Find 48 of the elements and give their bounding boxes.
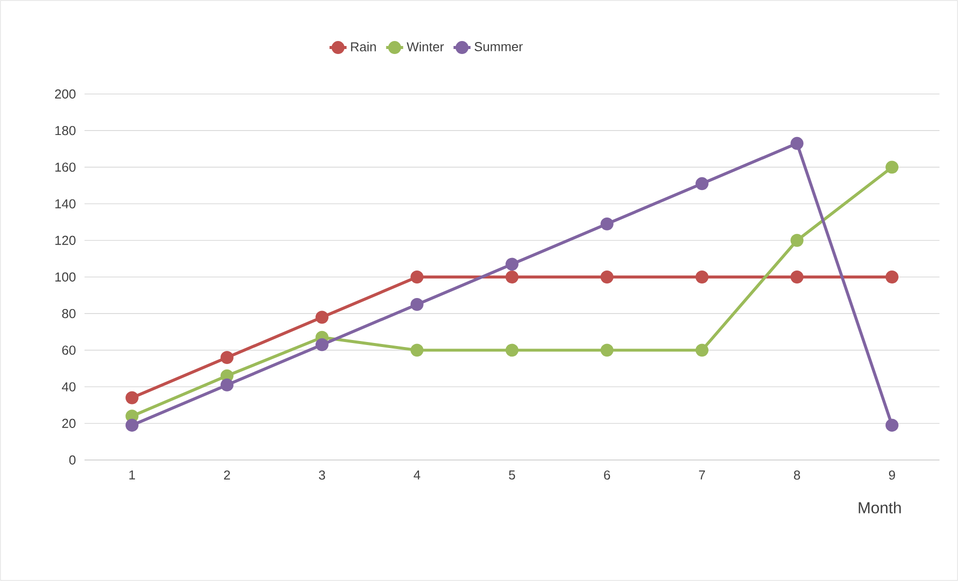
point (506, 344, 518, 357)
point (126, 391, 138, 404)
y-tick-label: 100 (55, 272, 76, 282)
x-tick-label: 3 (318, 470, 326, 480)
y-tick-label: 160 (55, 162, 76, 172)
x-tick-label: 5 (508, 470, 516, 480)
x-tick-label: 4 (414, 470, 420, 480)
point (410, 298, 424, 311)
point (410, 344, 424, 357)
y-tick-label: 140 (55, 199, 76, 208)
point (600, 344, 614, 357)
y-tick-label: 60 (62, 346, 76, 355)
x-tick-label: 9 (889, 470, 895, 480)
point (600, 217, 614, 230)
point (316, 310, 328, 324)
point (410, 270, 424, 284)
point (126, 418, 138, 432)
x-tick-label: 7 (699, 470, 705, 480)
y-tick-label: 80 (62, 308, 76, 318)
legend-label: Winter (406, 42, 444, 52)
y-tick-label: 40 (62, 382, 76, 392)
point (696, 344, 708, 357)
y-tick-label: 0 (69, 455, 76, 465)
y-tick-label: 120 (55, 236, 76, 245)
point (220, 351, 234, 364)
point (886, 270, 898, 284)
point (220, 378, 234, 392)
point (790, 234, 804, 247)
y-tick-label: 20 (62, 418, 76, 428)
point (790, 136, 804, 150)
y-tick-label: 180 (55, 126, 76, 136)
legend-label: Summer (474, 42, 523, 52)
point (316, 338, 328, 352)
x-axis-title: Month (858, 502, 901, 514)
point (886, 160, 898, 174)
x-tick-label: 6 (604, 470, 610, 480)
point (506, 270, 518, 284)
x-tick-label: 2 (224, 470, 230, 480)
point (790, 270, 804, 284)
x-tick-label: 8 (794, 470, 800, 480)
x-tick-label: 1 (129, 470, 135, 480)
point (506, 258, 518, 271)
point (600, 270, 614, 284)
point (696, 177, 708, 190)
point (886, 418, 898, 432)
y-tick-label: 200 (55, 89, 76, 99)
point (696, 270, 708, 284)
legend-label: Rain (351, 42, 376, 52)
